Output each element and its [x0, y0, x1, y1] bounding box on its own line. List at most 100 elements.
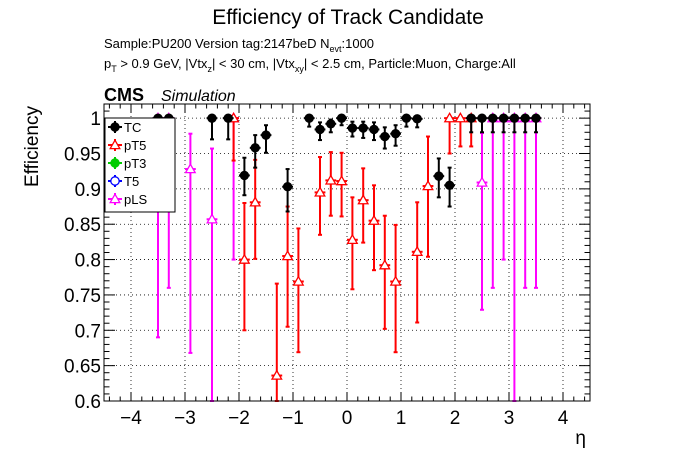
axes: −4 −3 −2 −1 0 1 2 3 4 0.6 0.65 0.7 0.75 0.8 0.85 0.9 0.9…	[64, 103, 590, 429]
point-tc	[239, 156, 250, 197]
y-tick-label: 0.65	[64, 357, 101, 378]
point-tc	[303, 113, 315, 128]
legend-label: pLS	[124, 192, 147, 207]
marker-tc	[509, 113, 520, 123]
x-tick-label: 0	[342, 408, 353, 429]
point-pt5	[368, 184, 380, 272]
point-tc	[465, 113, 477, 134]
point-tc	[519, 113, 531, 134]
marker-tc	[434, 171, 444, 181]
marker-pt5	[378, 259, 391, 270]
point-pt5	[249, 158, 262, 260]
point-pt5	[378, 214, 391, 330]
point-pls	[530, 112, 542, 289]
point-tc	[390, 124, 401, 147]
marker-tc	[326, 119, 336, 129]
point-tc	[314, 121, 326, 142]
y-tick-label: 1	[90, 109, 101, 130]
marker-pls	[206, 213, 218, 224]
x-tick-label: 4	[558, 408, 569, 429]
nevt-subscript: evt	[329, 44, 342, 54]
point-tc	[260, 124, 272, 154]
point-pls	[519, 112, 532, 289]
marker-pt5	[238, 253, 251, 264]
marker-pt5	[389, 275, 402, 286]
point-tc	[444, 166, 455, 208]
marker-tc	[347, 123, 358, 133]
point-tc	[476, 113, 488, 134]
point-pt5	[281, 205, 294, 328]
marker-pt5	[249, 196, 262, 207]
marker-pt5	[357, 194, 370, 205]
point-pt5	[292, 227, 305, 354]
point-pt5	[422, 135, 434, 258]
point-pt5	[324, 151, 337, 217]
point-tc	[411, 114, 423, 129]
marker-tc	[223, 113, 233, 123]
legend-marker	[110, 122, 120, 132]
point-pls	[486, 112, 499, 289]
point-tc	[325, 118, 337, 134]
x-tick-label: −3	[174, 408, 196, 429]
marker-pt5	[368, 214, 380, 225]
marker-pt5	[335, 174, 348, 186]
legend-label: pT3	[124, 156, 146, 171]
point-pt5	[357, 167, 370, 244]
point-pls	[476, 131, 488, 311]
point-tc	[282, 168, 293, 213]
point-pls	[508, 112, 521, 402]
point-pt5	[443, 112, 456, 155]
cms-label: CMS	[104, 85, 144, 105]
marker-tc	[390, 129, 401, 139]
point-tc	[530, 113, 542, 134]
y-tick-label: 0.8	[75, 251, 101, 272]
marker-pt5	[346, 233, 359, 245]
selection-cuts: pT > 0.9 GeV, |Vtxz| < 30 cm, |Vtxxy| < …	[104, 56, 516, 74]
point-pt5	[411, 201, 424, 324]
marker-tc	[488, 113, 498, 123]
point-pt5	[346, 196, 359, 291]
x-tick-label: 1	[396, 408, 407, 429]
point-tc	[222, 113, 234, 141]
point-tc	[401, 113, 412, 128]
point-tc	[487, 113, 499, 134]
marker-tc	[477, 113, 487, 123]
marker-tc	[466, 113, 476, 123]
x-tick-label: −2	[228, 408, 250, 429]
point-pt5	[389, 223, 402, 354]
marker-pt5	[411, 245, 424, 257]
marker-tc	[315, 124, 325, 135]
legend: TC pT5 pT3 T5 pLS	[104, 117, 176, 213]
marker-tc	[369, 124, 379, 135]
marker-tc	[250, 143, 260, 153]
point-tc	[336, 113, 347, 127]
point-pls	[497, 112, 510, 261]
legend-label: pT5	[124, 138, 146, 153]
marker-tc	[336, 113, 347, 123]
legend-entry-t5: T5	[108, 174, 139, 189]
x-axis-label: η	[575, 428, 586, 449]
legend-entry-pt5: pT5	[108, 138, 146, 153]
legend-entry-pt3: pT3	[108, 156, 146, 171]
grid-lines	[104, 104, 590, 401]
point-pls	[184, 132, 197, 354]
legend-label: T5	[124, 174, 139, 189]
marker-tc	[412, 114, 422, 124]
x-tick-label: 3	[504, 408, 515, 429]
legend-entry-pls: pLS	[108, 192, 147, 207]
y-tick-label: 0.6	[75, 392, 101, 413]
marker-tc	[531, 113, 541, 123]
legend-marker	[110, 176, 120, 186]
legend-entry-tc: TC	[108, 120, 141, 135]
marker-tc	[498, 113, 509, 123]
legend-marker	[109, 192, 121, 204]
point-tc	[357, 120, 369, 139]
point-tc	[347, 120, 358, 138]
marker-tc	[304, 113, 314, 123]
point-pt5	[314, 156, 326, 236]
marker-tc	[401, 113, 412, 123]
x-tick-label: −4	[120, 408, 142, 429]
marker-pt5	[324, 174, 337, 185]
marker-tc	[207, 113, 217, 123]
